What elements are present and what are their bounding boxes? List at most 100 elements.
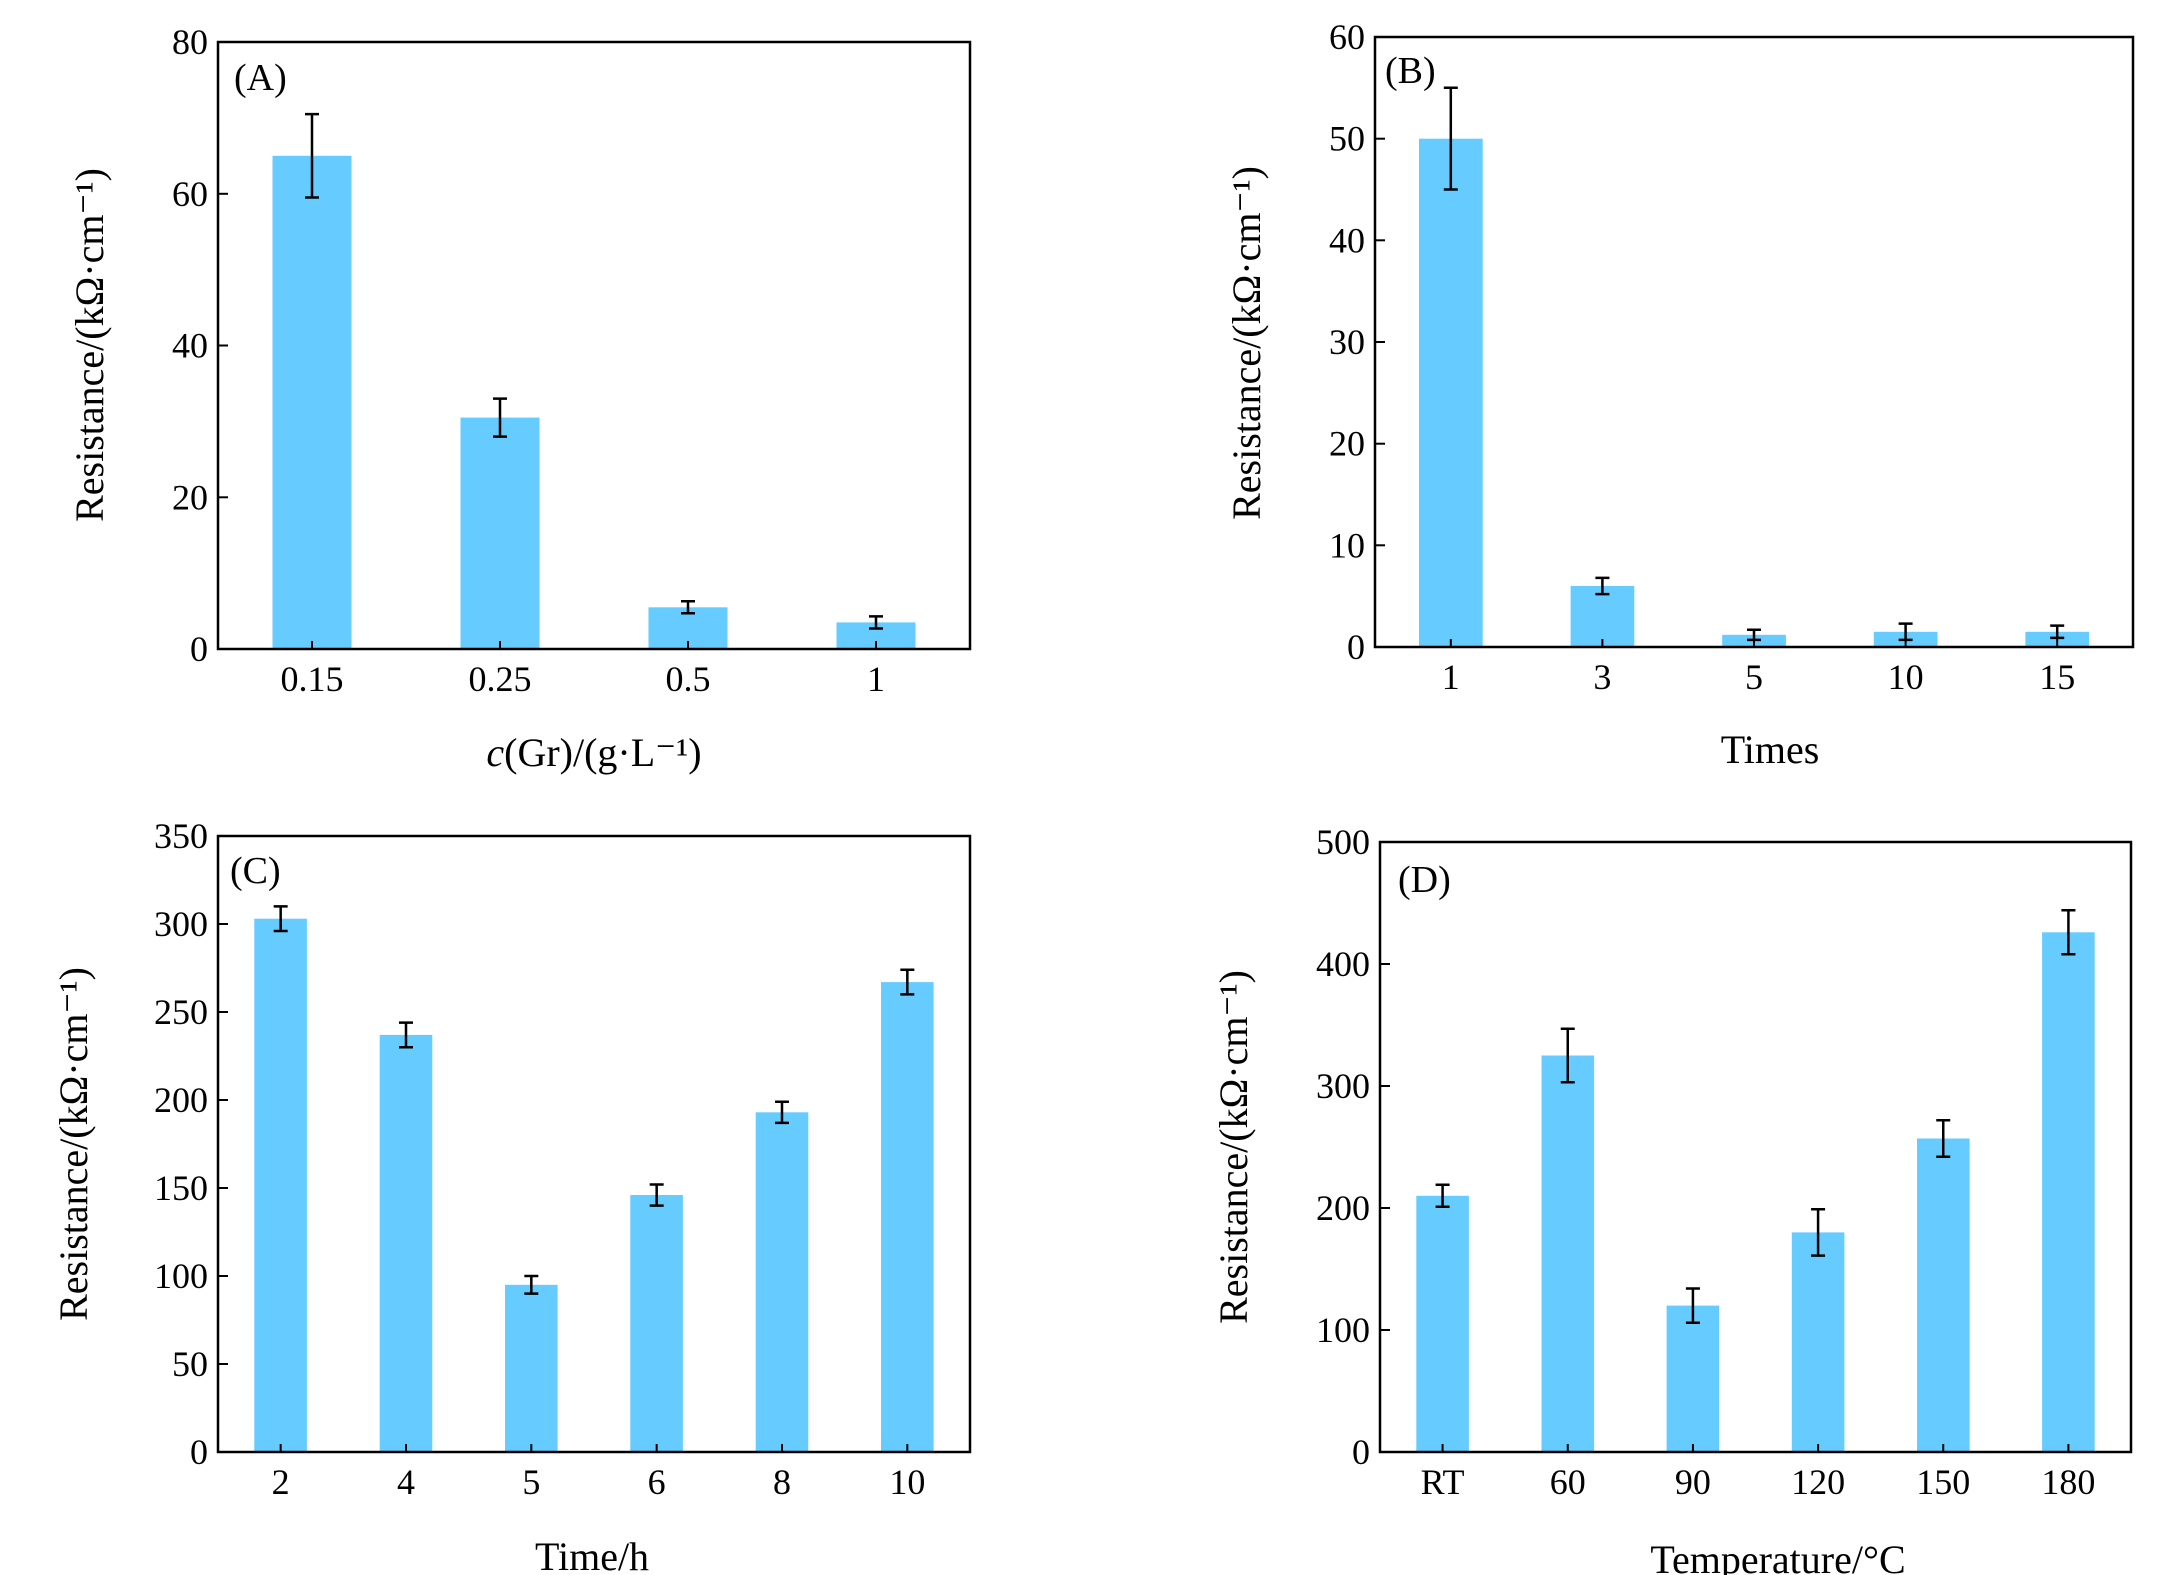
y-axis-title-b: Resistance/(kΩ·cm⁻¹) bbox=[1224, 166, 1269, 520]
error-bar-d-0 bbox=[1435, 1183, 1450, 1209]
y-tick-label-c-5: 250 bbox=[154, 992, 208, 1032]
y-tick-label-b-1: 10 bbox=[1329, 525, 1365, 565]
y-tick-label-a-3: 60 bbox=[172, 174, 208, 214]
panel-label-d: (D) bbox=[1398, 859, 1451, 901]
y-tick-label-c-7: 350 bbox=[154, 816, 208, 856]
error-bar-a-3 bbox=[869, 615, 883, 630]
x-tick-label-a-1: 0.25 bbox=[469, 659, 532, 699]
error-bar-d-5 bbox=[2061, 909, 2076, 956]
x-tick-label-d-2: 90 bbox=[1675, 1462, 1711, 1502]
y-tick-label-c-4: 200 bbox=[154, 1080, 208, 1120]
y-tick-label-b-0: 0 bbox=[1347, 627, 1365, 667]
x-axis-title-rest-a: (Gr)/(g·L⁻¹) bbox=[504, 730, 701, 775]
panel-b: Resistance/(kΩ·cm⁻¹) Times 1 3 5 10 15 0 10 20 3… bbox=[1224, 17, 2135, 772]
error-bar-a-1 bbox=[493, 397, 507, 438]
x-tick-label-a-0: 0.15 bbox=[281, 659, 344, 699]
error-bar-d-3 bbox=[1811, 1207, 1826, 1257]
bar-c-3 bbox=[630, 1195, 683, 1452]
y-tick-label-d-4: 400 bbox=[1316, 944, 1370, 984]
bar-b-0 bbox=[1419, 138, 1483, 647]
y-tick-label-c-3: 150 bbox=[154, 1168, 208, 1208]
x-tick-label-c-4: 8 bbox=[773, 1462, 791, 1502]
y-tick-label-a-4: 80 bbox=[172, 22, 208, 62]
x-tick-label-b-3: 10 bbox=[1888, 657, 1924, 697]
x-tick-label-a-2: 0.5 bbox=[666, 659, 711, 699]
y-tick-label-b-2: 20 bbox=[1329, 424, 1365, 464]
x-tick-label-b-1: 3 bbox=[1593, 657, 1611, 697]
bar-c-4 bbox=[755, 1112, 809, 1452]
error-bar-b-0 bbox=[1443, 86, 1458, 191]
error-bar-c-1 bbox=[399, 1021, 413, 1049]
x-tick-label-c-1: 4 bbox=[397, 1462, 415, 1502]
x-axis-title-italic-a: c bbox=[486, 730, 504, 775]
plot-frame-b bbox=[1373, 35, 2135, 649]
y-tick-label-d-3: 300 bbox=[1316, 1066, 1370, 1106]
y-tick-label-a-2: 40 bbox=[172, 326, 208, 366]
error-bar-a-0 bbox=[305, 112, 319, 199]
bar-d-1 bbox=[1541, 1055, 1595, 1452]
x-tick-label-d-5: 180 bbox=[2041, 1462, 2095, 1502]
panel-label-c: (C) bbox=[230, 850, 281, 892]
y-tick-label-b-6: 60 bbox=[1329, 17, 1365, 57]
x-axis-title-a: c(Gr)/(g·L⁻¹) bbox=[486, 730, 701, 775]
y-tick-label-b-3: 30 bbox=[1329, 322, 1365, 362]
error-bar-a-2 bbox=[681, 599, 695, 615]
error-bar-b-1 bbox=[1595, 576, 1610, 596]
y-tick-label-b-5: 50 bbox=[1329, 119, 1365, 159]
error-bar-b-4 bbox=[2050, 624, 2065, 640]
y-tick-label-c-1: 50 bbox=[172, 1344, 208, 1384]
panel-label-b: (B) bbox=[1385, 50, 1436, 92]
panel-c: Resistance/(kΩ·cm⁻¹) Time/h 2 4 5 6 8 1005010… bbox=[51, 816, 972, 1575]
x-tick-label-b-2: 5 bbox=[1745, 657, 1763, 697]
error-bar-c-3 bbox=[649, 1183, 664, 1207]
error-bar-d-2 bbox=[1685, 1287, 1700, 1324]
plot-frame-c bbox=[216, 834, 972, 1454]
y-tick-label-d-0: 0 bbox=[1352, 1432, 1370, 1472]
x-axis-title-d: Temperature/°C bbox=[1650, 1537, 1905, 1575]
bar-d-5 bbox=[2042, 932, 2095, 1452]
error-bar-d-1 bbox=[1560, 1027, 1575, 1084]
x-tick-label-c-2: 5 bbox=[522, 1462, 540, 1502]
bar-c-5 bbox=[881, 982, 934, 1452]
error-bar-c-5 bbox=[900, 968, 915, 996]
x-tick-label-a-3: 1 bbox=[867, 659, 885, 699]
bar-d-4 bbox=[1917, 1138, 1970, 1452]
error-bar-c-2 bbox=[524, 1274, 539, 1295]
bar-a-0 bbox=[272, 155, 352, 650]
x-tick-label-c-3: 6 bbox=[648, 1462, 666, 1502]
error-bar-c-0 bbox=[273, 905, 288, 933]
y-tick-label-c-2: 100 bbox=[154, 1256, 208, 1296]
bar-b-1 bbox=[1570, 586, 1635, 647]
x-tick-label-d-4: 150 bbox=[1916, 1462, 1970, 1502]
bar-c-1 bbox=[379, 1034, 433, 1452]
bar-d-2 bbox=[1666, 1305, 1720, 1452]
y-axis-title-d: Resistance/(kΩ·cm⁻¹) bbox=[1211, 970, 1256, 1324]
panel-a: Resistance/(kΩ·cm⁻¹) c(Gr)/(g·L⁻¹) 0.15 0… bbox=[67, 22, 972, 775]
y-tick-label-d-2: 200 bbox=[1316, 1188, 1370, 1228]
x-axis-title-b: Times bbox=[1721, 727, 1820, 772]
bar-c-0 bbox=[254, 918, 307, 1452]
y-tick-label-a-1: 20 bbox=[172, 477, 208, 517]
y-tick-label-a-0: 0 bbox=[190, 629, 208, 669]
bar-d-0 bbox=[1416, 1195, 1469, 1452]
y-axis-title-a: Resistance/(kΩ·cm⁻¹) bbox=[67, 168, 112, 522]
error-bar-c-4 bbox=[775, 1100, 789, 1125]
panel-label-a: (A) bbox=[234, 57, 287, 99]
y-tick-label-c-0: 0 bbox=[190, 1432, 208, 1472]
plot-frame-a bbox=[216, 40, 972, 651]
x-tick-label-c-5: 10 bbox=[889, 1462, 925, 1502]
bar-c-2 bbox=[505, 1284, 558, 1452]
plot-frame-d bbox=[1378, 840, 2133, 1454]
error-bar-d-4 bbox=[1936, 1118, 1951, 1159]
x-tick-label-c-0: 2 bbox=[272, 1462, 290, 1502]
x-axis-title-c: Time/h bbox=[535, 1534, 649, 1575]
x-tick-label-d-3: 120 bbox=[1791, 1462, 1845, 1502]
bar-d-3 bbox=[1791, 1232, 1845, 1452]
y-tick-label-c-6: 300 bbox=[154, 904, 208, 944]
y-axis-title-c: Resistance/(kΩ·cm⁻¹) bbox=[51, 967, 96, 1321]
y-tick-label-d-5: 500 bbox=[1316, 822, 1370, 862]
x-tick-label-b-4: 15 bbox=[2039, 657, 2075, 697]
x-tick-label-d-1: 60 bbox=[1550, 1462, 1586, 1502]
bar-a-1 bbox=[460, 417, 540, 649]
